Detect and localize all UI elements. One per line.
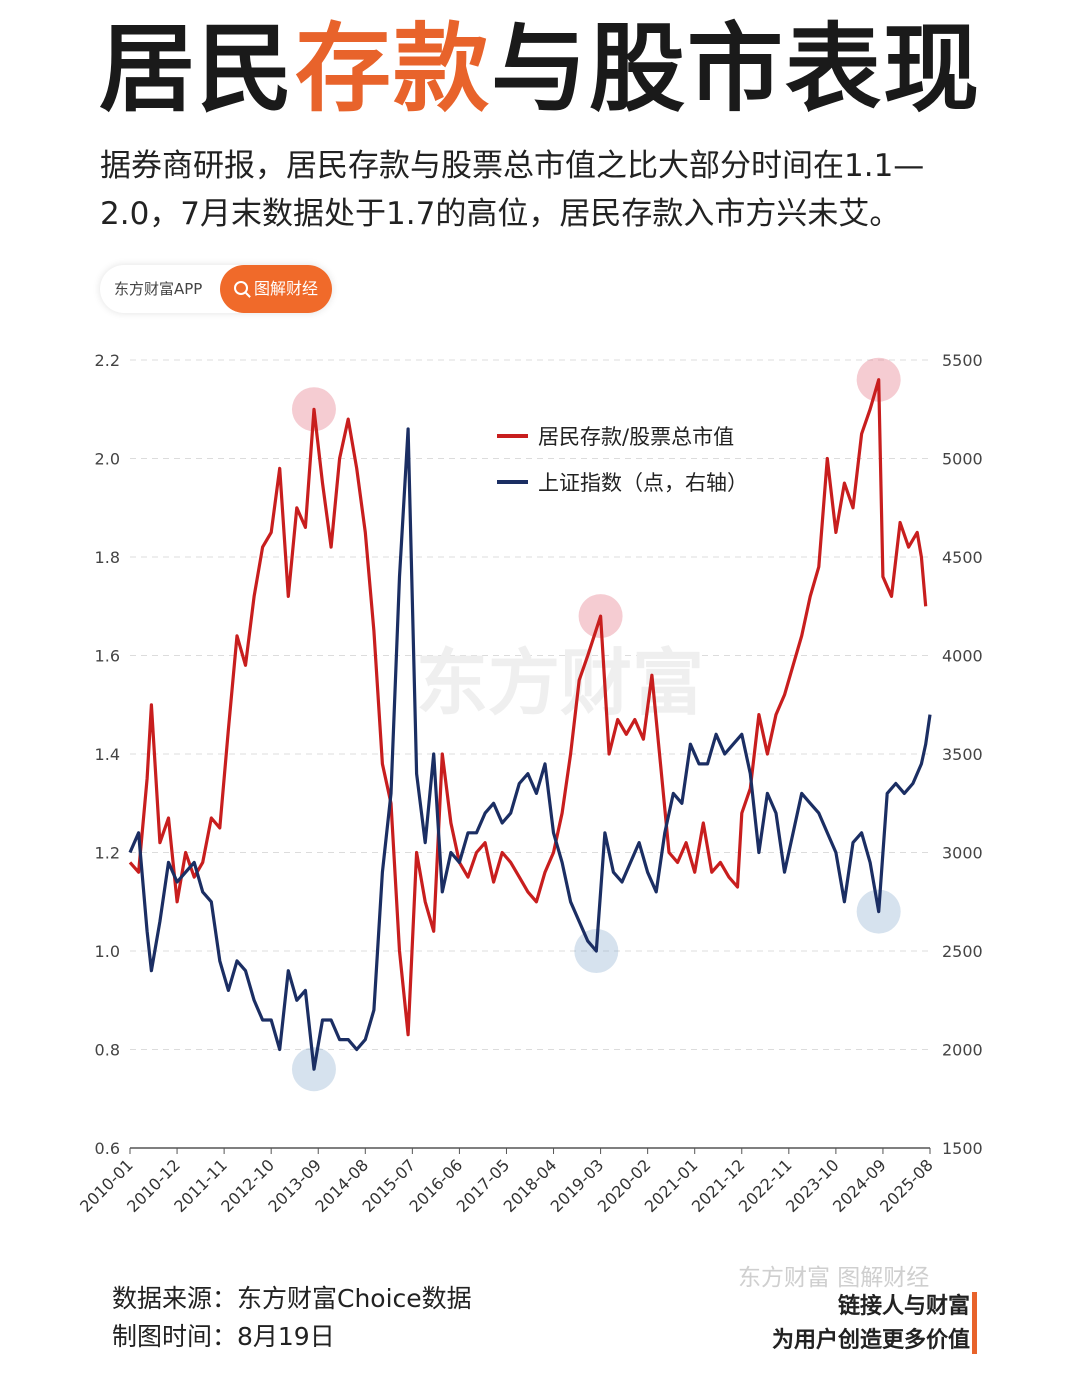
y-right-tick-label: 2500 — [942, 942, 983, 961]
y-left-tick-label: 2.2 — [95, 351, 120, 370]
y-left-tick-label: 1.0 — [95, 942, 120, 961]
y-left-tick-label: 1.2 — [95, 844, 120, 863]
accent-bar — [972, 1292, 977, 1354]
title-part2: 与股市表现 — [491, 13, 981, 125]
y-right-tick-label: 3000 — [942, 844, 983, 863]
y-left-tick-label: 0.8 — [95, 1041, 120, 1060]
series-line-deposit-ratio — [128, 378, 928, 1037]
y-right-tick-label: 2000 — [942, 1041, 983, 1060]
subtitle: 据券商研报，居民存款与股票总市值之比大部分时间在1.1—2.0，7月末数据处于1… — [100, 148, 925, 232]
chart-date: 制图时间：8月19日 — [112, 1322, 335, 1351]
legend: 居民存款/股票总市值 上证指数（点，右轴） — [497, 425, 748, 495]
chart-watermark: 东方财富 — [416, 641, 704, 725]
y-right-tick-label: 5000 — [942, 450, 983, 469]
y-right-tick-label: 3500 — [942, 745, 983, 764]
brand-label: 东方财富APP — [114, 280, 203, 298]
y-left-tick-label: 2.0 — [95, 450, 120, 469]
footer-watermark: 东方财富 图解财经 — [738, 1265, 930, 1291]
series-lines — [128, 378, 932, 1071]
category-tag-label: 图解财经 — [253, 279, 318, 298]
y-right-tick-label: 4500 — [942, 548, 983, 567]
y-left-tick-label: 1.4 — [95, 745, 120, 764]
search-icon — [233, 281, 248, 295]
y-right-tick-label: 5500 — [942, 351, 983, 370]
y-left-tick-label: 1.6 — [95, 647, 120, 666]
y-left-tick-label: 1.8 — [95, 548, 120, 567]
page-title: 居民存款与股市表现 — [0, 14, 1080, 124]
line-chart: 东方财富 0.6 0.8 1.0 1.2 1.4 1.6 1.8 2.0 2.2 1500 200… — [76, 351, 983, 1216]
x-axis: 2010-012010-122011-112012-102013-092014-… — [76, 1147, 937, 1216]
app-badge[interactable]: 东方财富APP 图解财经 — [100, 265, 332, 313]
title-part1: 居民 — [99, 13, 295, 125]
grid-lines — [130, 359, 930, 1050]
slogan: 链接人与财富 为用户创造更多价值 — [772, 1290, 970, 1358]
y-left-tick-label: 0.6 — [95, 1139, 120, 1158]
y-axis-right: 1500 2000 2500 3000 3500 4000 4500 5000 5500 — [942, 351, 983, 1158]
slogan-line2: 为用户创造更多价值 — [771, 1328, 970, 1353]
legend-label-ratio: 居民存款/股票总市值 — [538, 425, 734, 449]
slogan-line1: 链接人与财富 — [837, 1294, 970, 1319]
y-axis-left: 0.6 0.8 1.0 1.2 1.4 1.6 1.8 2.0 2.2 — [95, 351, 120, 1158]
title-highlight: 存款 — [295, 13, 491, 125]
data-source: 数据来源：东方财富Choice数据 — [112, 1284, 472, 1313]
y-right-tick-label: 4000 — [942, 647, 983, 666]
y-right-tick-label: 1500 — [942, 1139, 983, 1158]
series-line-sse-index — [128, 427, 932, 1071]
legend-label-index: 上证指数（点，右轴） — [538, 471, 748, 495]
footer-source: 数据来源：东方财富Choice数据 制图时间：8月19日 — [112, 1280, 472, 1356]
category-tag[interactable]: 图解财经 — [220, 265, 332, 313]
